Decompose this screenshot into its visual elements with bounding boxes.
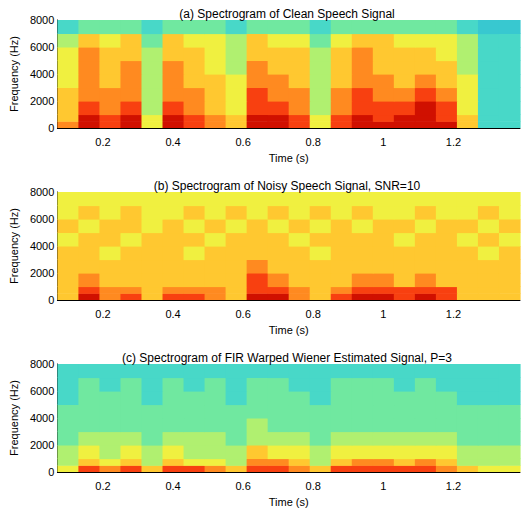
svg-text:(c) Spectrogram of FIR Warped: (c) Spectrogram of FIR Warped Wiener Est… — [122, 351, 452, 365]
svg-text:Time (s): Time (s) — [269, 324, 309, 336]
svg-text:1.2: 1.2 — [446, 480, 461, 492]
svg-text:(a) Spectrogram of Clean Speec: (a) Spectrogram of Clean Speech Signal — [179, 7, 394, 21]
svg-text:2000: 2000 — [30, 95, 54, 107]
svg-text:0: 0 — [48, 466, 54, 478]
svg-text:0.2: 0.2 — [95, 308, 110, 320]
svg-text:4000: 4000 — [30, 412, 54, 424]
svg-text:8000: 8000 — [30, 14, 54, 26]
svg-text:0.8: 0.8 — [306, 308, 321, 320]
svg-text:0.6: 0.6 — [235, 308, 250, 320]
svg-text:8000: 8000 — [30, 358, 54, 370]
svg-text:0.2: 0.2 — [95, 136, 110, 148]
svg-text:0.4: 0.4 — [165, 308, 180, 320]
svg-text:Frequency (Hz): Frequency (Hz) — [8, 208, 20, 284]
svg-text:0: 0 — [48, 294, 54, 306]
svg-text:6000: 6000 — [30, 41, 54, 53]
svg-text:Frequency (Hz): Frequency (Hz) — [8, 380, 20, 456]
svg-text:0.6: 0.6 — [235, 136, 250, 148]
svg-text:0.4: 0.4 — [165, 136, 180, 148]
svg-text:2000: 2000 — [30, 267, 54, 279]
svg-text:4000: 4000 — [30, 240, 54, 252]
svg-text:(b) Spectrogram of Noisy Speec: (b) Spectrogram of Noisy Speech Signal, … — [154, 179, 421, 193]
svg-text:6000: 6000 — [30, 213, 54, 225]
svg-text:Time (s): Time (s) — [269, 496, 309, 508]
svg-text:0.6: 0.6 — [235, 480, 250, 492]
svg-text:0.8: 0.8 — [306, 136, 321, 148]
svg-text:6000: 6000 — [30, 385, 54, 397]
svg-text:0.4: 0.4 — [165, 480, 180, 492]
svg-text:1: 1 — [380, 308, 386, 320]
svg-text:Time (s): Time (s) — [269, 152, 309, 164]
svg-text:0.8: 0.8 — [306, 480, 321, 492]
svg-text:0: 0 — [48, 122, 54, 134]
svg-text:1: 1 — [380, 480, 386, 492]
svg-text:4000: 4000 — [30, 68, 54, 80]
svg-text:0.2: 0.2 — [95, 480, 110, 492]
svg-text:1.2: 1.2 — [446, 136, 461, 148]
svg-text:Frequency (Hz): Frequency (Hz) — [8, 36, 20, 112]
svg-text:8000: 8000 — [30, 186, 54, 198]
svg-text:2000: 2000 — [30, 439, 54, 451]
svg-text:1: 1 — [380, 136, 386, 148]
svg-text:1.2: 1.2 — [446, 308, 461, 320]
